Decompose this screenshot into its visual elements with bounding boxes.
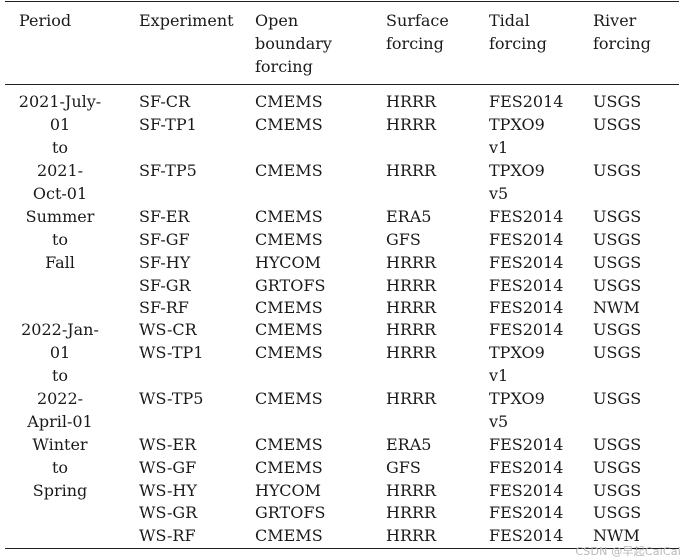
period-group-summer: 2021-July- 01 to 2021- Oct-01 Summer to … <box>18 92 102 272</box>
cell-open-boundary: CMEMS <box>255 161 323 180</box>
cell-experiment: SF-HY <box>139 253 191 272</box>
cell-tidal-forcing: FES2014 <box>489 276 564 295</box>
cell-tidal-forcing: FES2014 <box>489 230 564 249</box>
cell-experiment: WS-CR <box>139 320 197 339</box>
cell-experiment: WS-TP5 <box>139 389 204 408</box>
cell-open-boundary: CMEMS <box>255 389 323 408</box>
cell-tidal-forcing: FES2014 <box>489 320 564 339</box>
cell-surface-forcing: GFS <box>386 458 421 477</box>
cell-open-boundary: CMEMS <box>255 230 323 249</box>
cell-tidal-forcing: FES2014 <box>489 298 564 317</box>
cell-open-boundary: CMEMS <box>255 92 323 111</box>
cell-tidal-forcing: FES2014 <box>489 481 564 500</box>
cell-open-boundary: CMEMS <box>255 298 323 317</box>
period-group-winter: 2022-Jan- 01 to 2022- April-01 Winter to… <box>21 320 99 500</box>
cell-tidal-forcing: FES2014 <box>489 92 564 111</box>
cell-river-forcing: NWM <box>593 298 640 317</box>
cell-open-boundary: HYCOM <box>255 253 321 272</box>
cell-experiment: SF-TP1 <box>139 115 197 134</box>
cell-surface-forcing: ERA5 <box>386 207 432 226</box>
cell-river-forcing: USGS <box>593 92 642 111</box>
cell-open-boundary: CMEMS <box>255 115 323 134</box>
cell-open-boundary: GRTOFS <box>255 503 326 522</box>
header-tidal: Tidal forcing <box>489 11 547 53</box>
cell-experiment: WS-HY <box>139 481 197 500</box>
cell-tidal-forcing: FES2014 <box>489 207 564 226</box>
cell-experiment: SF-RF <box>139 298 189 317</box>
table-bottom-rule <box>5 548 679 549</box>
cell-tidal-forcing: FES2014 <box>489 253 564 272</box>
cell-river-forcing: USGS <box>593 343 642 362</box>
cell-river-forcing: USGS <box>593 503 642 522</box>
watermark: CSDN @早起CaiCai <box>575 545 681 558</box>
table-top-rule <box>5 1 679 2</box>
cell-experiment: SF-GR <box>139 276 191 295</box>
cell-tidal-forcing: FES2014 <box>489 435 564 454</box>
cell-tidal-forcing: TPXO9 v1 <box>489 115 545 157</box>
cell-river-forcing: USGS <box>593 161 642 180</box>
cell-open-boundary: CMEMS <box>255 207 323 226</box>
cell-surface-forcing: HRRR <box>386 161 437 180</box>
cell-surface-forcing: HRRR <box>386 92 437 111</box>
cell-open-boundary: GRTOFS <box>255 276 326 295</box>
cell-river-forcing: USGS <box>593 230 642 249</box>
cell-surface-forcing: GFS <box>386 230 421 249</box>
cell-experiment: WS-TP1 <box>139 343 204 362</box>
cell-river-forcing: USGS <box>593 389 642 408</box>
cell-tidal-forcing: FES2014 <box>489 526 564 545</box>
header-surface: Surface forcing <box>386 11 449 53</box>
cell-river-forcing: USGS <box>593 207 642 226</box>
cell-surface-forcing: HRRR <box>386 526 437 545</box>
cell-river-forcing: USGS <box>593 115 642 134</box>
cell-surface-forcing: HRRR <box>386 320 437 339</box>
cell-open-boundary: CMEMS <box>255 343 323 362</box>
cell-river-forcing: USGS <box>593 435 642 454</box>
cell-surface-forcing: HRRR <box>386 481 437 500</box>
cell-tidal-forcing: FES2014 <box>489 503 564 522</box>
cell-river-forcing: NWM <box>593 526 640 545</box>
cell-experiment: SF-TP5 <box>139 161 197 180</box>
cell-experiment: WS-GR <box>139 503 198 522</box>
cell-experiment: WS-ER <box>139 435 197 454</box>
cell-experiment: SF-CR <box>139 92 191 111</box>
cell-tidal-forcing: TPXO9 v5 <box>489 389 545 431</box>
cell-tidal-forcing: FES2014 <box>489 458 564 477</box>
cell-open-boundary: CMEMS <box>255 320 323 339</box>
cell-experiment: SF-GF <box>139 230 190 249</box>
cell-river-forcing: USGS <box>593 320 642 339</box>
header-experiment: Experiment <box>139 11 234 30</box>
header-river: River forcing <box>593 11 651 53</box>
cell-tidal-forcing: TPXO9 v5 <box>489 161 545 203</box>
header-period: Period <box>19 11 72 30</box>
cell-surface-forcing: HRRR <box>386 389 437 408</box>
cell-tidal-forcing: TPXO9 v1 <box>489 343 545 385</box>
cell-surface-forcing: HRRR <box>386 298 437 317</box>
cell-surface-forcing: HRRR <box>386 276 437 295</box>
cell-experiment: WS-RF <box>139 526 196 545</box>
cell-experiment: SF-ER <box>139 207 190 226</box>
cell-river-forcing: USGS <box>593 276 642 295</box>
cell-open-boundary: CMEMS <box>255 526 323 545</box>
cell-surface-forcing: HRRR <box>386 343 437 362</box>
cell-river-forcing: USGS <box>593 481 642 500</box>
cell-river-forcing: USGS <box>593 253 642 272</box>
cell-river-forcing: USGS <box>593 458 642 477</box>
cell-surface-forcing: HRRR <box>386 253 437 272</box>
table-header-rule <box>5 84 679 85</box>
cell-surface-forcing: ERA5 <box>386 435 432 454</box>
header-open-boundary: Open boundary forcing <box>255 11 332 76</box>
cell-open-boundary: CMEMS <box>255 458 323 477</box>
cell-open-boundary: HYCOM <box>255 481 321 500</box>
cell-experiment: WS-GF <box>139 458 197 477</box>
cell-surface-forcing: HRRR <box>386 503 437 522</box>
cell-surface-forcing: HRRR <box>386 115 437 134</box>
cell-open-boundary: CMEMS <box>255 435 323 454</box>
